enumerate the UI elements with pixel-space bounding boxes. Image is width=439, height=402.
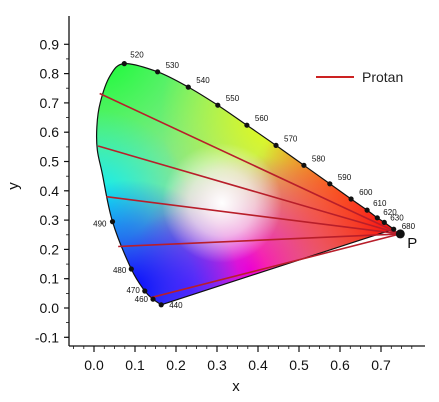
wavelength-label: 540 [196, 76, 210, 85]
wavelength-marker [128, 266, 134, 272]
wavelength-label: 480 [113, 266, 127, 275]
wavelength-label: 680 [402, 222, 416, 231]
wavelength-label: 440 [169, 301, 183, 310]
wavelength-label: 580 [312, 154, 326, 163]
x-tick-label: 0.5 [289, 357, 309, 373]
wavelength-label: 620 [383, 208, 397, 217]
wavelength-marker [150, 296, 156, 302]
wavelength-label: 630 [390, 213, 404, 222]
wavelength-marker [155, 69, 161, 75]
x-tick-label: 0.6 [330, 357, 350, 373]
y-tick-label: 0.4 [40, 183, 60, 199]
legend-label-protan: Protan [362, 69, 403, 85]
wavelength-label: 470 [126, 286, 140, 295]
legend: Protan [316, 69, 403, 85]
wavelength-marker [109, 219, 116, 225]
y-tick-label: 0.7 [40, 95, 60, 111]
protan-confusion-line [99, 92, 401, 235]
x-axis-ticks: 0.0 0.1 0.2 0.3 0.4 0.5 0.6 0.7 [73, 346, 413, 373]
wavelength-marker [185, 84, 191, 90]
x-axis-title: x [232, 378, 240, 395]
y-tick-label: 0.5 [40, 154, 60, 170]
protan-confusion-line [106, 195, 401, 235]
wavelength-marker [121, 61, 127, 67]
x-tick-label: 0.1 [125, 357, 145, 373]
y-tick-label: 0.2 [40, 241, 60, 257]
protan-confusion-line [150, 233, 401, 299]
x-tick-label: 0.7 [371, 357, 391, 373]
x-tick-label: 0.2 [166, 357, 186, 373]
wavelength-marker [158, 302, 164, 308]
x-tick-label: 0.4 [248, 357, 268, 373]
protan-confusion-lines [97, 92, 401, 299]
y-tick-label: 0.0 [40, 300, 60, 316]
axes: 0.0 0.1 0.2 0.3 0.4 0.5 0.6 0.7 -0.10.00.10.20.… [35, 16, 425, 373]
y-axis-title: y [5, 182, 22, 190]
copunctal-point-label: P [407, 235, 417, 252]
protan-confusion-line [97, 145, 401, 235]
wavelength-label: 600 [359, 188, 373, 197]
copunctal-point [395, 229, 405, 239]
wavelength-label: 590 [338, 173, 352, 182]
wavelength-marker [391, 226, 397, 232]
wavelength-label: 610 [373, 199, 387, 208]
wavelength-label: 460 [135, 295, 149, 304]
wavelength-marker [364, 207, 370, 213]
y-tick-label: 0.8 [40, 66, 60, 82]
y-tick-label: -0.1 [35, 329, 59, 345]
wavelength-marker [381, 219, 387, 225]
wavelength-marker [273, 142, 279, 148]
wavelength-marker [301, 162, 307, 168]
wavelength-marker [327, 181, 333, 187]
wavelength-label: 490 [93, 220, 107, 229]
wavelength-label: 570 [284, 134, 298, 143]
x-tick-label: 0.3 [207, 357, 227, 373]
y-tick-label: 0.1 [40, 271, 60, 287]
y-axis-ticks: -0.1 0.0 0.1 0.2 0.3 0.4 0.5 0.6 0.7 0.8 0.9 [35, 36, 69, 345]
wavelength-label: 560 [255, 114, 269, 123]
protan-confusion-line [118, 233, 401, 248]
x-tick-label: 0.0 [84, 357, 104, 373]
wavelength-label: 550 [226, 94, 240, 103]
wavelength-label: 530 [166, 61, 180, 70]
wavelength-marker [374, 215, 380, 221]
wavelength-label: 520 [130, 51, 144, 60]
wavelength-marker [215, 102, 221, 108]
wavelength-marker [244, 122, 250, 128]
y-tick-label: 0.3 [40, 212, 60, 228]
wavelength-marker [348, 196, 354, 202]
wavelength-marker [142, 288, 148, 294]
y-tick-label: 0.6 [40, 124, 60, 140]
y-tick-label: 0.9 [40, 36, 60, 52]
